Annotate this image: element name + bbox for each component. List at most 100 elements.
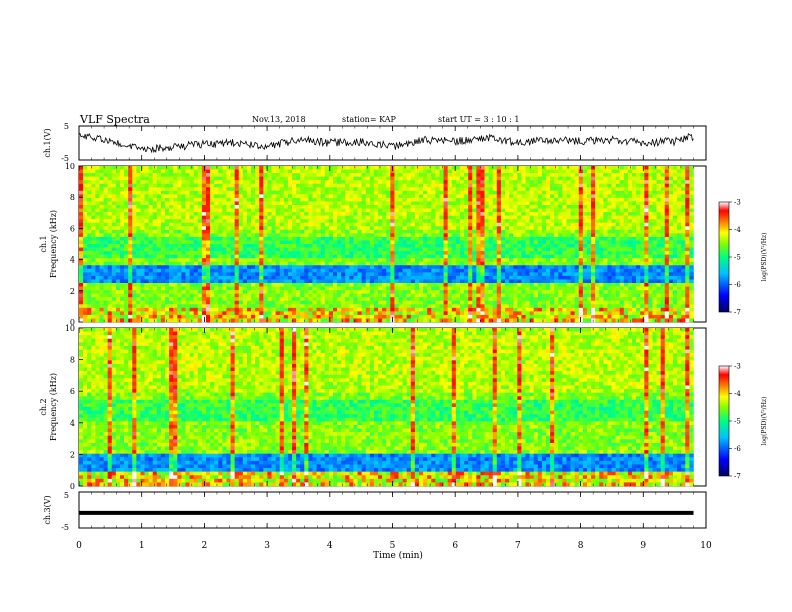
spectrogram-cell [136, 169, 141, 174]
spectrogram-cell [132, 215, 137, 220]
spectrogram-cell [111, 205, 117, 209]
spectrogram-cell [251, 307, 256, 312]
spectrogram-cell [451, 279, 457, 284]
spectrogram-cell [488, 275, 494, 280]
spectrogram-cell [365, 183, 371, 188]
spectrogram-cell [447, 233, 453, 238]
spectrogram-cell [251, 314, 256, 319]
spectrogram-cell [529, 169, 534, 174]
spectrogram-cell [140, 293, 145, 298]
spectrogram-cell [488, 212, 494, 216]
spectrogram-cell [214, 187, 219, 192]
spectrogram-cell [210, 283, 215, 287]
spectrogram-cell [337, 265, 342, 270]
spectrogram-cell [464, 261, 469, 266]
spectrogram-cell [378, 307, 383, 312]
spectrogram-cell [275, 229, 281, 234]
spectrogram-cell [312, 180, 317, 185]
spectrogram-cell [476, 265, 481, 270]
spectrogram-cell [365, 197, 371, 202]
spectrogram-cell [353, 176, 358, 181]
spectrogram-cell [197, 290, 203, 294]
spectrogram-cell [91, 300, 96, 305]
spectrogram-cell [148, 208, 154, 213]
spectrogram-cell [156, 226, 162, 231]
spectrogram-cell [324, 240, 330, 245]
spectrogram-cell [451, 304, 457, 309]
spectrogram-cell [390, 286, 395, 291]
spectrogram-cell [201, 187, 207, 192]
spectrogram-cell [251, 173, 256, 177]
spectrogram-cell [185, 258, 190, 263]
spectrogram-cell [271, 233, 276, 238]
spectrogram-cell [324, 286, 330, 291]
spectrogram-cell [160, 194, 166, 199]
spectrogram-cell [91, 311, 96, 316]
spectrogram-cell [124, 314, 129, 319]
spectrogram-cell [455, 197, 461, 202]
spectrogram-cell [214, 180, 219, 185]
spectrogram-cell [181, 297, 186, 302]
spectrogram-cell [173, 304, 178, 309]
spectrogram-cell [443, 265, 448, 270]
spectrogram-cell [337, 247, 342, 252]
spectrogram-cell [369, 187, 375, 192]
spectrogram-cell [124, 215, 129, 220]
spectrogram-cell [205, 233, 211, 238]
spectrogram-cell [357, 180, 362, 185]
spectrogram-cell [320, 197, 326, 202]
spectrogram-cell [341, 190, 346, 195]
spectrogram-cell [406, 293, 412, 298]
spectrogram-cell [419, 166, 424, 170]
spectrogram-cell [83, 300, 88, 305]
spectrogram-cell [459, 180, 465, 185]
spectrogram-cell [332, 258, 338, 263]
spectrogram-cell [353, 240, 358, 245]
spectrogram-cell [189, 226, 194, 231]
spectrogram-cell [455, 258, 461, 263]
spectrogram-cell [144, 254, 149, 259]
spectrogram-cell [292, 275, 297, 280]
spectrogram-cell [382, 226, 387, 231]
spectrogram-cell [263, 247, 268, 252]
spectrogram-cell [451, 180, 457, 185]
spectrogram-cell [132, 244, 137, 248]
spectrogram-cell [382, 314, 387, 319]
spectrogram-cell [173, 166, 178, 170]
spectrogram-cell [83, 187, 88, 192]
spectrogram-cell [99, 219, 104, 224]
spectrogram-cell [271, 304, 276, 309]
spectrogram-cell [443, 311, 448, 316]
spectrogram-cell [140, 233, 145, 238]
spectrogram-cell [124, 293, 129, 298]
spectrogram-cell [476, 201, 481, 206]
spectrogram-cell [353, 307, 358, 312]
spectrogram-cell [242, 254, 248, 259]
spectrogram-cell [533, 187, 539, 192]
spectrogram-cell [361, 215, 367, 220]
spectrogram-cell [361, 233, 367, 238]
spectrogram-cell [111, 226, 117, 231]
spectrogram-cell [115, 226, 121, 231]
spectrogram-cell [283, 251, 289, 255]
spectrogram-cell [427, 300, 432, 305]
spectrogram-cell [500, 166, 506, 170]
station-label: station= KAP [342, 115, 397, 124]
spectrogram-cell [95, 222, 100, 227]
spectrogram-cell [431, 201, 436, 206]
spectrogram-cell [505, 300, 510, 305]
spectrogram-cell [169, 297, 174, 302]
spectrogram-cell [431, 297, 436, 302]
spectrogram-cell [107, 286, 113, 291]
spectrogram-cell [386, 176, 391, 181]
spectrogram-cell [308, 169, 313, 174]
spectrogram-cell [373, 286, 379, 291]
spectrogram-cell [373, 205, 379, 209]
spectrogram-cell [427, 247, 432, 252]
spectrogram-cell [320, 212, 326, 216]
spectrogram-cell [533, 304, 539, 309]
spectrogram-cell [365, 268, 371, 273]
spectrogram-cell [222, 244, 227, 248]
spectrogram-cell [79, 247, 84, 252]
spectrogram-cell [537, 247, 543, 252]
